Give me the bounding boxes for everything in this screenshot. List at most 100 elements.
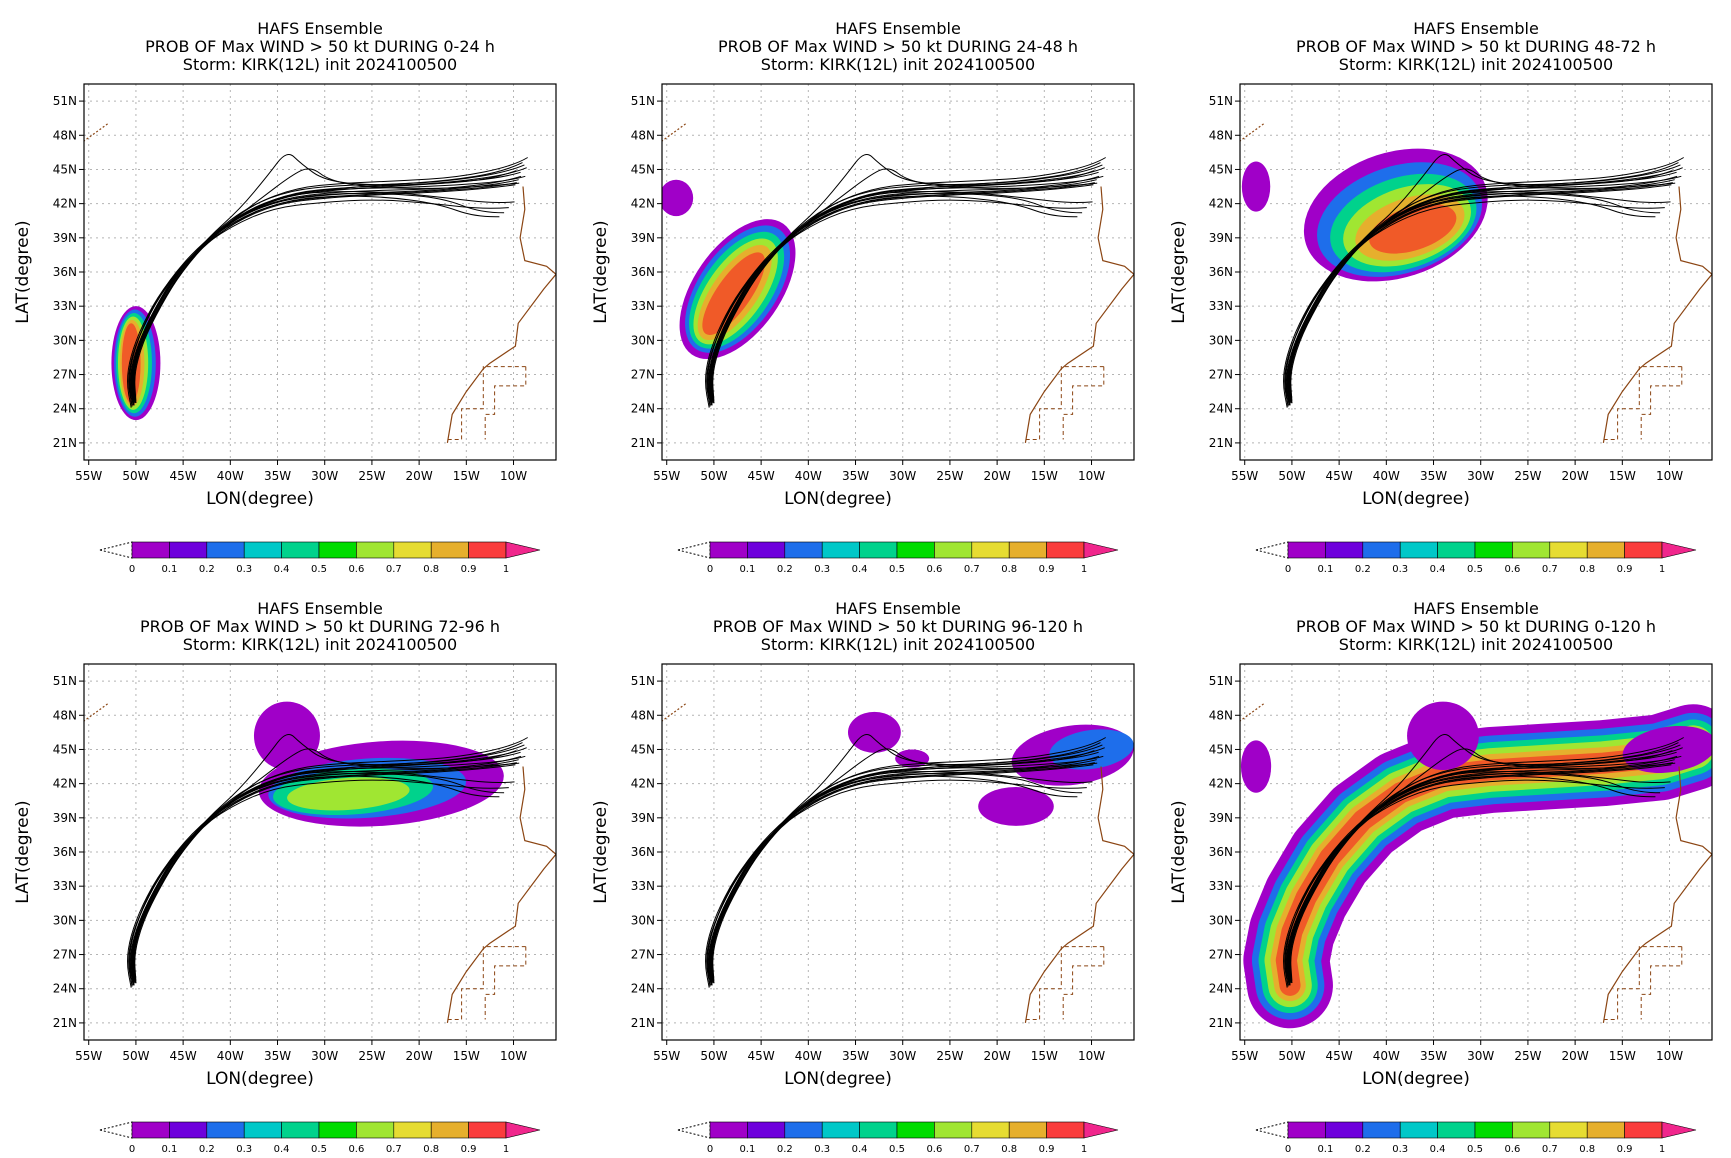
y-axis-label: LAT(degree): [1169, 220, 1189, 323]
y-tick-label: 21N: [631, 436, 655, 450]
colorbar-swatch: [784, 1121, 823, 1139]
y-tick-label: 33N: [1209, 299, 1233, 313]
colorbar-swatch: [784, 541, 823, 559]
y-tick-label: 51N: [1209, 674, 1233, 688]
colorbar-swatch: [1512, 541, 1551, 559]
colorbar-swatch: [243, 541, 282, 559]
x-tick-label: 50W: [1278, 1049, 1305, 1063]
colorbar-label: 1: [503, 564, 509, 575]
x-tick-label: 30W: [1467, 1049, 1494, 1063]
ensemble-track: [1288, 771, 1671, 982]
colorbar-label: 0.9: [461, 564, 477, 575]
x-tick-label: 45W: [170, 1049, 197, 1063]
colorbar-label: 0.6: [348, 1144, 364, 1155]
colorbar-low-extension: [1255, 1121, 1289, 1139]
colorbar-high-extension: [1661, 1121, 1697, 1139]
coastline: [446, 273, 556, 443]
colorbar-swatch: [1474, 1121, 1513, 1139]
colorbar-low-extension: [677, 1121, 711, 1139]
plot-area: [662, 664, 1134, 1040]
ensemble-track: [1287, 162, 1679, 406]
colorbar-label: 0: [1285, 1144, 1291, 1155]
y-axis-label: LAT(degree): [591, 220, 611, 323]
colorbar-swatch: [821, 541, 860, 559]
country-border: [1603, 946, 1682, 1020]
colorbar-label: 0.7: [1542, 564, 1558, 575]
x-tick-label: 10W: [1656, 1049, 1683, 1063]
x-tick-label: 40W: [217, 469, 244, 483]
colorbar-label: 1: [1081, 564, 1087, 575]
ensemble-track: [707, 195, 1078, 406]
y-tick-label: 21N: [1209, 436, 1233, 450]
colorbar-label: 1: [1081, 1144, 1087, 1155]
colorbar-label: 0.8: [1001, 1144, 1017, 1155]
ensemble-track: [129, 195, 500, 406]
probability-region: [1240, 740, 1272, 793]
ensemble-track: [127, 199, 509, 408]
ensemble-track: [712, 168, 1098, 401]
y-tick-label: 39N: [631, 231, 655, 245]
coastline: [1675, 186, 1712, 275]
colorbar-label: 0.6: [1504, 564, 1520, 575]
colorbar-label: 0.7: [964, 564, 980, 575]
x-tick-label: 50W: [122, 469, 149, 483]
y-tick-label: 39N: [53, 811, 77, 825]
y-tick-label: 30N: [53, 333, 77, 347]
colorbar-label: 0.6: [348, 564, 364, 575]
colorbar-label: 0.1: [161, 564, 177, 575]
colorbar-swatch: [1586, 541, 1625, 559]
y-tick-label: 27N: [631, 368, 655, 382]
x-tick-label: 20W: [984, 1049, 1011, 1063]
probability-region: [1241, 161, 1271, 212]
y-tick-label: 45N: [631, 162, 655, 176]
colorbar-label: 0.4: [852, 1144, 868, 1155]
y-tick-label: 30N: [1209, 333, 1233, 347]
y-tick-label: 33N: [1209, 879, 1233, 893]
y-tick-label: 45N: [1209, 162, 1233, 176]
x-tick-label: 55W: [75, 1049, 102, 1063]
colorbar-label: 0.5: [1467, 1144, 1483, 1155]
ensemble-track: [132, 191, 515, 402]
colorbar-swatch: [1325, 1121, 1364, 1139]
ensemble-track: [133, 755, 526, 984]
colorbar-label: 0.1: [1317, 1144, 1333, 1155]
x-tick-label: 10W: [1078, 1049, 1105, 1063]
ensemble-track: [128, 184, 516, 407]
colorbar-label: 0.5: [1467, 564, 1483, 575]
colorbar-swatch: [281, 541, 320, 559]
panel-storm-line: Storm: KIRK(12L) init 2024100500: [183, 55, 457, 74]
ensemble-track: [131, 742, 523, 986]
x-tick-label: 55W: [653, 469, 680, 483]
colorbar-label: 0.4: [274, 564, 290, 575]
x-tick-label: 50W: [1278, 469, 1305, 483]
x-axis-label: LON(degree): [784, 489, 892, 509]
ensemble-track: [131, 192, 505, 404]
y-tick-label: 42N: [53, 777, 77, 791]
colorbar-swatch: [747, 1121, 786, 1139]
x-tick-label: 25W: [936, 469, 963, 483]
colorbar-label: 0.6: [926, 1144, 942, 1155]
coastline-newfoundland: [662, 123, 686, 142]
colorbar-low-extension: [99, 541, 133, 559]
colorbar-label: 0.8: [1001, 564, 1017, 575]
y-tick-label: 24N: [1209, 982, 1233, 996]
x-tick-label: 15W: [453, 1049, 480, 1063]
colorbar-label: 1: [503, 1144, 509, 1155]
probability-region: [662, 179, 694, 217]
ensemble-track: [134, 168, 520, 401]
probability-region: [978, 787, 1054, 826]
panel-storm-line: Storm: KIRK(12L) init 2024100500: [1339, 55, 1613, 74]
x-axis-label: LON(degree): [206, 1069, 314, 1089]
x-tick-label: 50W: [700, 469, 727, 483]
colorbar-swatch: [430, 541, 469, 559]
x-tick-label: 30W: [889, 469, 916, 483]
coastline: [1602, 273, 1712, 443]
colorbar-swatch: [934, 1121, 973, 1139]
ensemble-track: [708, 755, 1100, 985]
colorbar-label: 0.2: [777, 564, 793, 575]
colorbar-swatch: [131, 541, 170, 559]
y-tick-label: 33N: [53, 299, 77, 313]
x-tick-label: 30W: [311, 469, 338, 483]
ensemble-track: [1288, 191, 1671, 402]
